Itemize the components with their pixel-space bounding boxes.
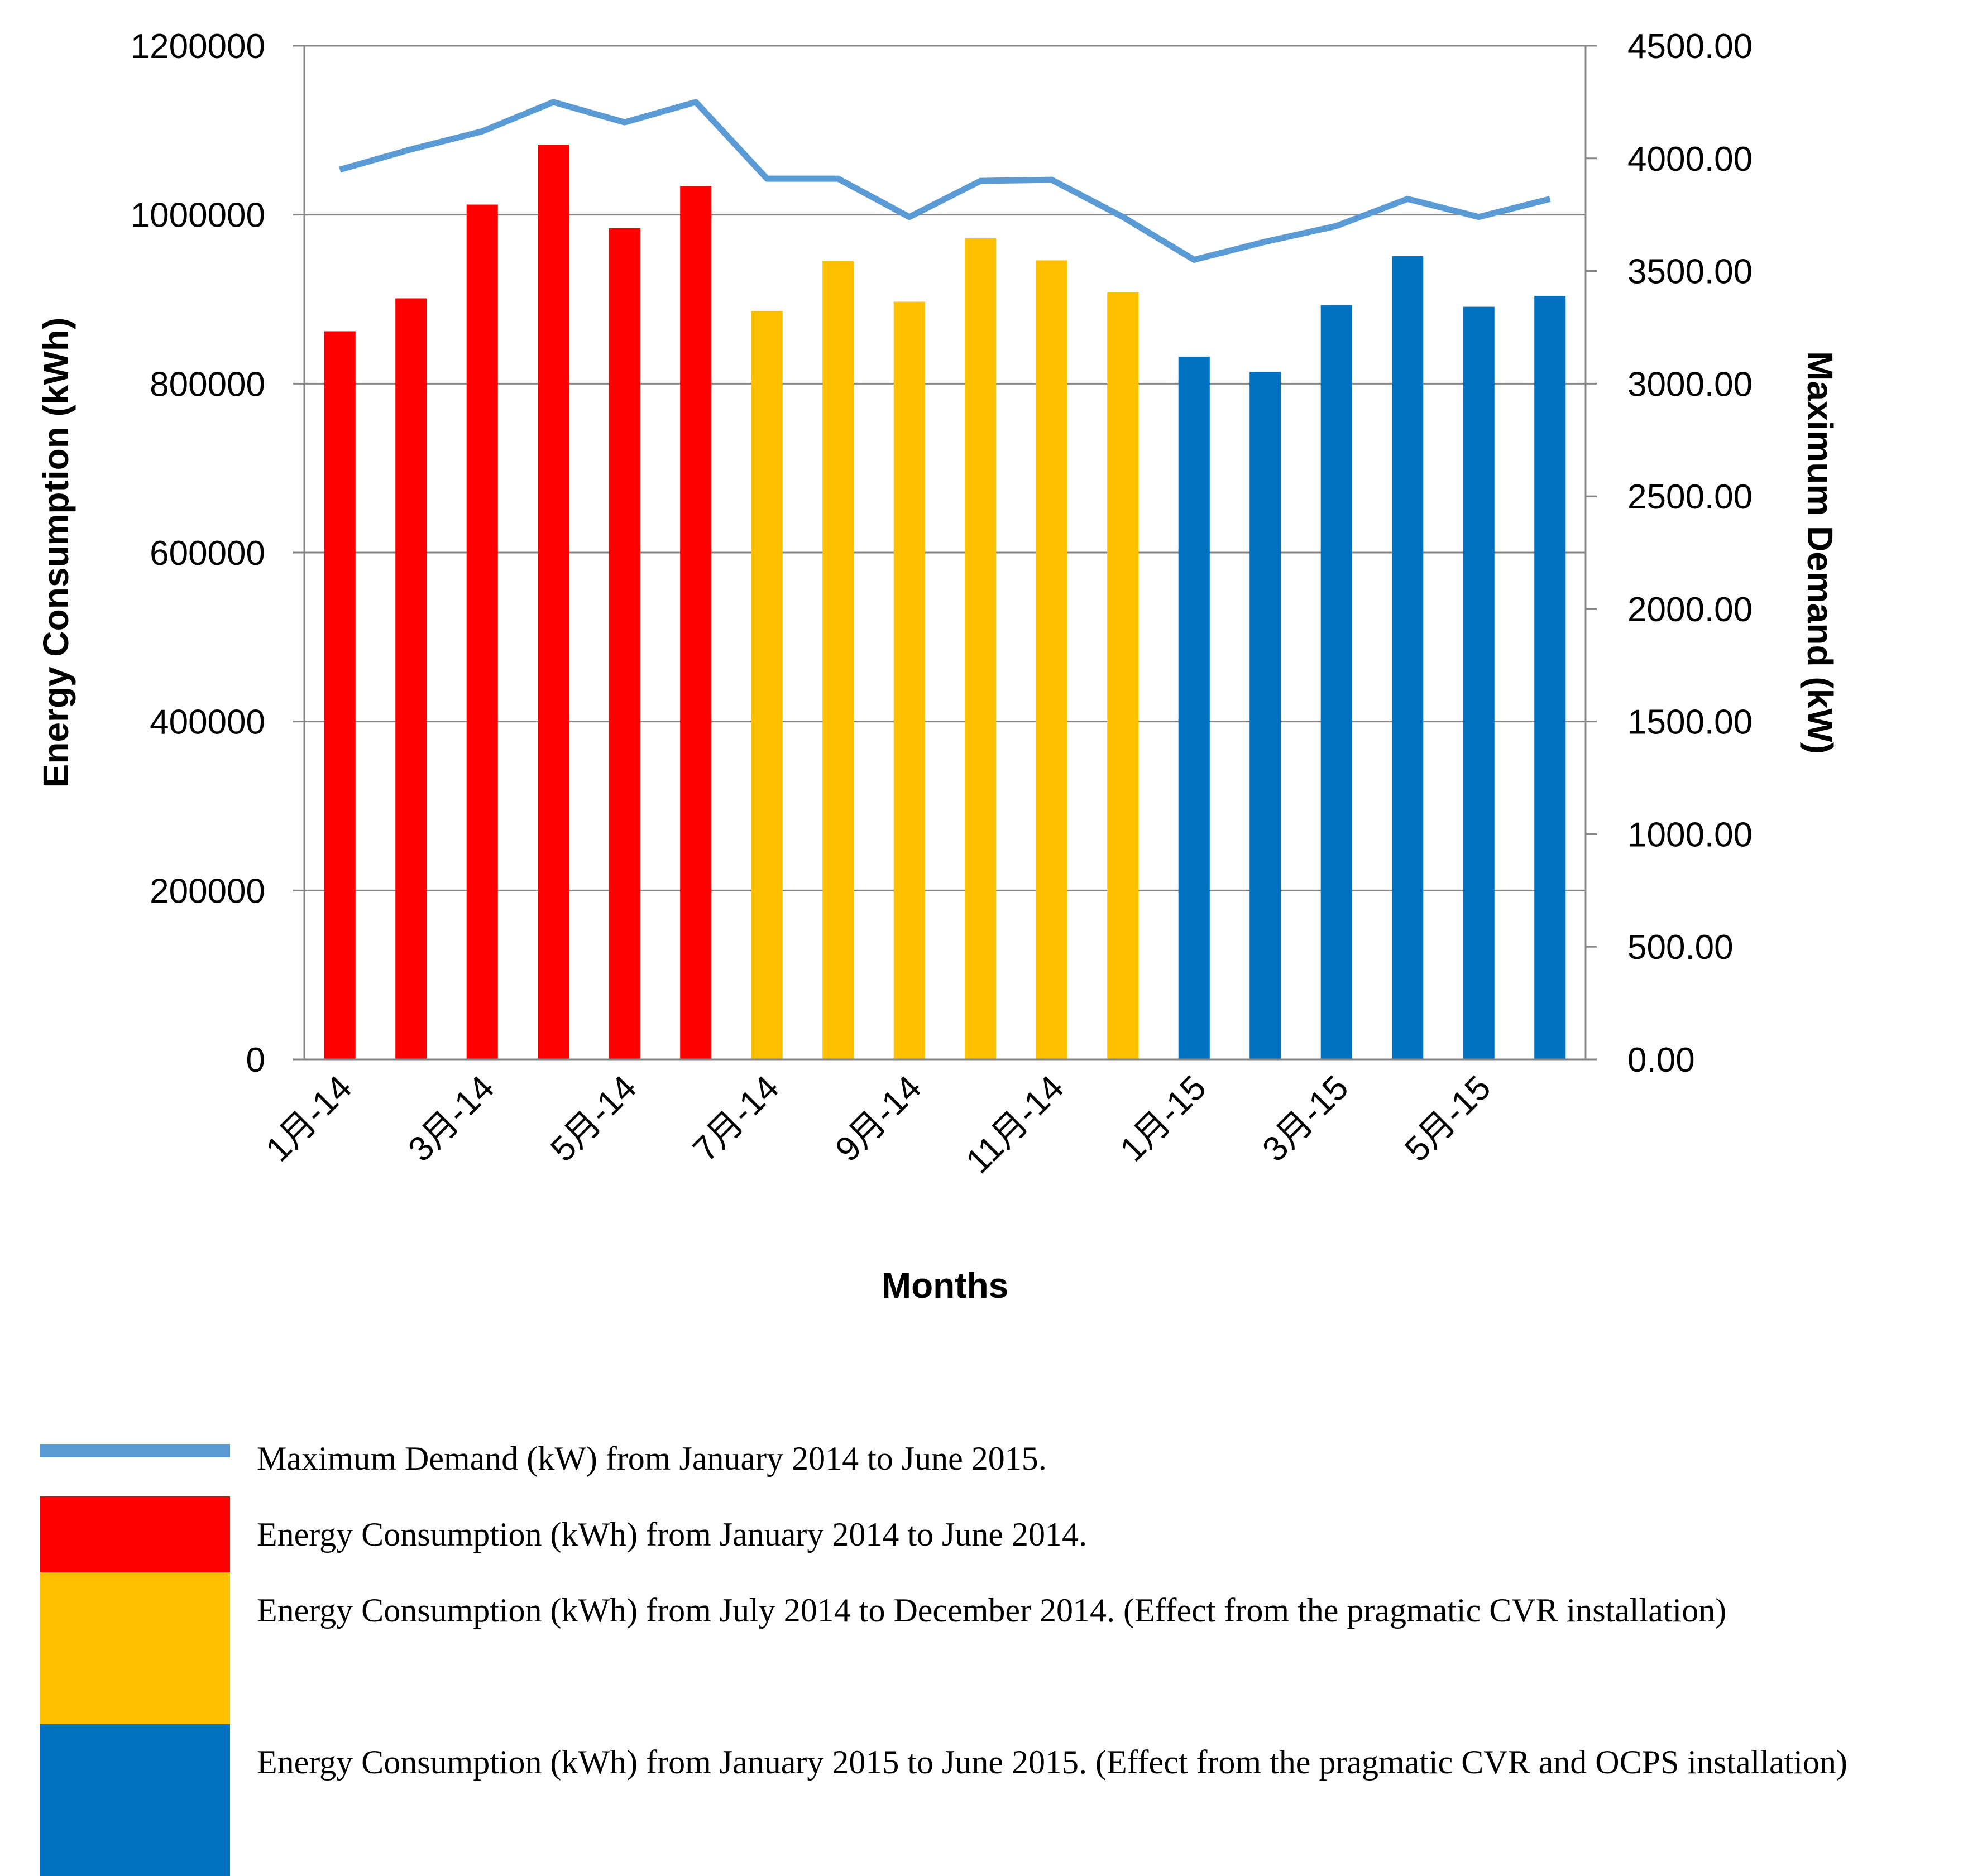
legend-swatch-red [40,1496,230,1572]
x-tick-label: 1月-14 [258,1068,359,1169]
y2-tick-label: 3000.00 [1627,365,1753,404]
legend: Maximum Demand (kW) from January 2014 to… [40,1421,1938,1876]
bar [1036,260,1067,1059]
x-tick-label: 3月-15 [1255,1068,1356,1169]
x-tick-label: 9月-14 [828,1068,928,1169]
y2-tick-label: 2500.00 [1627,478,1753,516]
legend-label: Maximum Demand (kW) from January 2014 to… [257,1440,1047,1477]
bar [893,301,925,1059]
legend-entry-maximum-demand: Maximum Demand (kW) from January 2014 to… [40,1421,1938,1496]
x-axis-title: Months [882,1265,1009,1306]
x-tick-label: 5月-14 [543,1068,644,1169]
legend-entry-energy-h1-2015: Energy Consumption (kWh) from January 20… [40,1724,1938,1876]
bar [1249,372,1281,1059]
axes [293,45,1597,1061]
bar [1320,305,1352,1060]
y2-tick-label: 4000.00 [1627,140,1753,179]
bar [1107,292,1139,1059]
legend-label: Energy Consumption (kWh) from January 20… [257,1744,1847,1781]
y-tick-label: 200000 [150,872,265,910]
x-tick-label: 5月-15 [1397,1068,1498,1169]
x-tick-label: 11月-14 [959,1068,1071,1181]
bar [395,298,427,1059]
x-tick-label: 1月-15 [1113,1068,1213,1169]
bar [609,228,640,1059]
y-tick-label: 1200000 [131,27,265,66]
bar [538,145,569,1059]
y2-tick-label: 500.00 [1627,928,1734,967]
bar [822,261,854,1059]
y2-tick-label: 1500.00 [1627,703,1753,742]
right-tick-labels: 0.00 500.00 1000.00 1500.00 2000.00 2500.00 30… [1627,27,1753,1079]
y-tick-label: 1000000 [131,196,265,235]
x-tick-label: 7月-14 [686,1068,786,1169]
bar [324,331,356,1060]
left-tick-labels: 0 200000 400000 600000 800000 1000000 1200000 [131,27,265,1079]
y2-tick-label: 0.00 [1627,1041,1695,1079]
y2-tick-label: 3500.00 [1627,253,1753,291]
y-tick-label: 600000 [150,534,265,573]
legend-entry-energy-h2-2014: Energy Consumption (kWh) from July 2014 … [40,1572,1938,1724]
bar [1392,256,1424,1059]
gridlines [304,45,1586,891]
y2-tick-label: 2000.00 [1627,591,1753,629]
legend-label: Energy Consumption (kWh) from July 2014 … [257,1592,1727,1629]
x-tick-labels: 1月-14 3月-14 5月-14 7月-14 9月-14 11月-14 1月-15 3月-1… [258,1068,1498,1181]
bar [680,186,712,1059]
bar [466,204,498,1060]
legend-swatch-line [40,1444,230,1457]
legend-entry-energy-h1-2014: Energy Consumption (kWh) from January 20… [40,1496,1938,1572]
y2-axis-title: Maximum Demand (kW) [1800,351,1840,754]
y-axis-title: Energy Consumption (kWh) [36,318,76,788]
dual-axis-chart: 020000040000060000080000010000001200000 … [36,27,1840,1306]
legend-label: Energy Consumption (kWh) from January 20… [257,1516,1088,1553]
x-tick-label: 3月-14 [401,1068,501,1169]
legend-swatch-yellow [40,1572,230,1724]
bar [1534,295,1566,1059]
maximum-demand-line [339,99,1551,263]
bar [965,238,997,1059]
bars [324,145,1566,1060]
bar [1463,306,1495,1059]
legend-swatch-blue [40,1724,230,1876]
y-tick-label: 800000 [150,365,265,404]
bar [751,311,783,1059]
bar [1178,356,1210,1059]
y-tick-label: 0 [246,1041,265,1079]
y-tick-label: 400000 [150,703,265,742]
y2-tick-label: 1000.00 [1627,815,1753,854]
y2-tick-label: 4500.00 [1627,27,1753,66]
